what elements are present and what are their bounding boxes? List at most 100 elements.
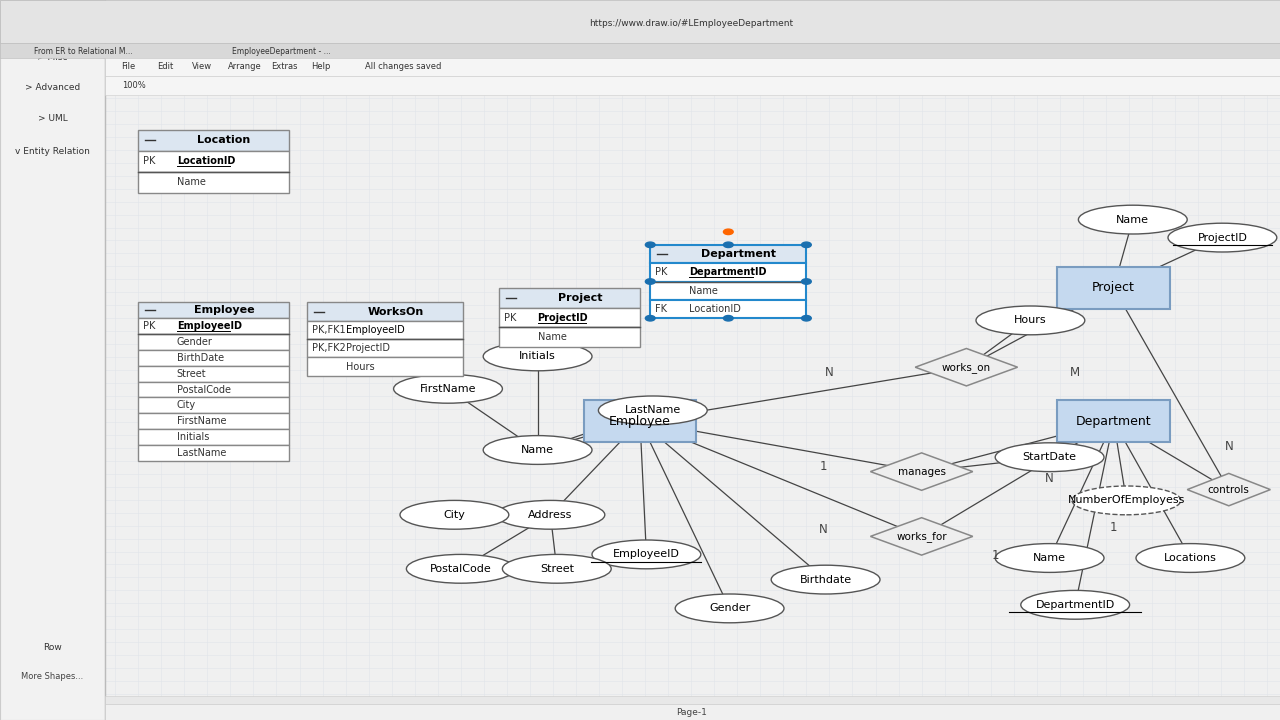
Circle shape bbox=[645, 242, 655, 248]
Text: PK: PK bbox=[143, 156, 156, 166]
Circle shape bbox=[723, 229, 733, 235]
Text: M: M bbox=[1070, 366, 1080, 379]
FancyBboxPatch shape bbox=[138, 172, 289, 193]
Text: NumberOfEmployess: NumberOfEmployess bbox=[1068, 495, 1185, 505]
Text: More Shapes...: More Shapes... bbox=[22, 672, 83, 681]
Ellipse shape bbox=[497, 500, 604, 529]
Circle shape bbox=[645, 279, 655, 284]
Text: ProjectID: ProjectID bbox=[346, 343, 389, 354]
Text: Name: Name bbox=[177, 177, 206, 187]
Text: Row: Row bbox=[44, 644, 61, 652]
Text: Street: Street bbox=[177, 369, 206, 379]
FancyBboxPatch shape bbox=[105, 58, 1280, 76]
Ellipse shape bbox=[591, 540, 701, 569]
Text: LocationID: LocationID bbox=[177, 156, 236, 166]
Text: EmployeeID: EmployeeID bbox=[177, 321, 242, 331]
FancyBboxPatch shape bbox=[138, 150, 289, 172]
Ellipse shape bbox=[1073, 486, 1181, 515]
FancyBboxPatch shape bbox=[1057, 400, 1170, 442]
Ellipse shape bbox=[996, 544, 1103, 572]
FancyBboxPatch shape bbox=[307, 339, 463, 357]
Text: From ER to Relational M...: From ER to Relational M... bbox=[33, 47, 133, 55]
Text: N: N bbox=[1225, 440, 1233, 453]
Text: PostalCode: PostalCode bbox=[177, 384, 230, 395]
FancyBboxPatch shape bbox=[307, 321, 463, 339]
Text: Arrange: Arrange bbox=[228, 63, 261, 71]
Circle shape bbox=[723, 242, 733, 248]
Text: works_on: works_on bbox=[942, 361, 991, 373]
Text: Initials: Initials bbox=[177, 432, 209, 442]
Text: Initials: Initials bbox=[520, 351, 556, 361]
FancyBboxPatch shape bbox=[499, 288, 640, 307]
Ellipse shape bbox=[399, 500, 508, 529]
Text: Page-1: Page-1 bbox=[676, 708, 707, 716]
FancyBboxPatch shape bbox=[138, 397, 289, 413]
Ellipse shape bbox=[996, 443, 1103, 472]
Text: FirstName: FirstName bbox=[177, 416, 227, 426]
Polygon shape bbox=[1188, 474, 1270, 505]
FancyBboxPatch shape bbox=[138, 382, 289, 397]
FancyBboxPatch shape bbox=[650, 245, 806, 263]
Circle shape bbox=[723, 315, 733, 321]
Ellipse shape bbox=[1078, 205, 1188, 234]
Text: EmployeeDepartment - ...: EmployeeDepartment - ... bbox=[232, 47, 332, 55]
FancyBboxPatch shape bbox=[499, 307, 640, 328]
Text: Edit: Edit bbox=[157, 63, 174, 71]
Ellipse shape bbox=[1137, 544, 1245, 572]
Text: LocationID: LocationID bbox=[689, 304, 741, 314]
Ellipse shape bbox=[484, 436, 591, 464]
FancyBboxPatch shape bbox=[138, 302, 289, 318]
FancyBboxPatch shape bbox=[138, 413, 289, 429]
Text: Name: Name bbox=[538, 332, 567, 342]
Text: 1: 1 bbox=[1110, 521, 1117, 534]
Circle shape bbox=[645, 315, 655, 321]
Text: works_for: works_for bbox=[896, 531, 947, 542]
Text: FK: FK bbox=[655, 304, 667, 314]
Text: ProjectID: ProjectID bbox=[538, 312, 589, 323]
Ellipse shape bbox=[1021, 590, 1130, 619]
Ellipse shape bbox=[676, 594, 783, 623]
Text: View: View bbox=[192, 63, 212, 71]
Text: controls: controls bbox=[1208, 485, 1249, 495]
FancyBboxPatch shape bbox=[499, 328, 640, 347]
Text: Location: Location bbox=[197, 135, 251, 145]
Text: FirstName: FirstName bbox=[420, 384, 476, 394]
FancyBboxPatch shape bbox=[584, 400, 696, 442]
Text: Name: Name bbox=[521, 445, 554, 455]
Text: EmployeeID: EmployeeID bbox=[613, 549, 680, 559]
Text: Hours: Hours bbox=[346, 361, 374, 372]
Text: City: City bbox=[177, 400, 196, 410]
FancyBboxPatch shape bbox=[307, 302, 463, 321]
Polygon shape bbox=[915, 348, 1018, 386]
Text: > Misc: > Misc bbox=[37, 53, 68, 62]
Text: DepartmentID: DepartmentID bbox=[689, 267, 767, 277]
FancyBboxPatch shape bbox=[138, 429, 289, 445]
Text: PK,FK2: PK,FK2 bbox=[312, 343, 346, 354]
Text: WorksOn: WorksOn bbox=[367, 307, 424, 317]
Ellipse shape bbox=[484, 342, 591, 371]
FancyBboxPatch shape bbox=[0, 43, 1280, 58]
Ellipse shape bbox=[771, 565, 881, 594]
Ellipse shape bbox=[394, 374, 502, 403]
Text: PostalCode: PostalCode bbox=[430, 564, 492, 574]
Text: Street: Street bbox=[540, 564, 573, 574]
Text: Department: Department bbox=[1075, 415, 1152, 428]
Text: Name: Name bbox=[1033, 553, 1066, 563]
Text: BirthDate: BirthDate bbox=[177, 353, 224, 363]
FancyBboxPatch shape bbox=[650, 282, 806, 300]
Text: N: N bbox=[1046, 472, 1053, 485]
Text: > UML: > UML bbox=[37, 114, 68, 122]
Text: > Advanced: > Advanced bbox=[24, 84, 81, 92]
Text: 1: 1 bbox=[819, 460, 827, 473]
Ellipse shape bbox=[977, 306, 1085, 335]
FancyBboxPatch shape bbox=[1057, 267, 1170, 309]
Text: Employee: Employee bbox=[193, 305, 255, 315]
Text: PK: PK bbox=[504, 312, 517, 323]
FancyBboxPatch shape bbox=[138, 334, 289, 350]
Text: Address: Address bbox=[529, 510, 572, 520]
Ellipse shape bbox=[502, 554, 612, 583]
Text: Project: Project bbox=[558, 293, 602, 303]
Text: Project: Project bbox=[1092, 282, 1135, 294]
Text: LastName: LastName bbox=[625, 405, 681, 415]
Text: Name: Name bbox=[1116, 215, 1149, 225]
